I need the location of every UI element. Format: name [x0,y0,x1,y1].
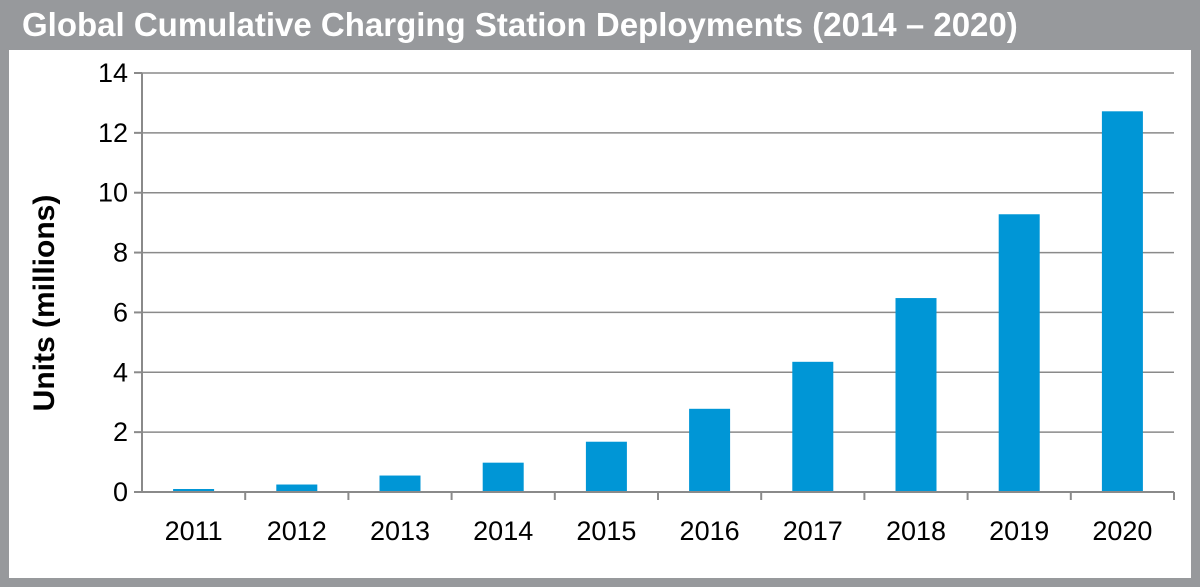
bar-2019 [998,214,1040,492]
chart-title: Global Cumulative Charging Station Deplo… [0,0,1200,50]
bar-2014 [482,462,524,492]
axes [134,72,1175,500]
x-tick-label: 2012 [267,516,327,546]
y-axis-label: Units (millions) [28,195,61,412]
y-tick-label: 14 [98,58,128,88]
y-tick-label: 6 [113,297,128,327]
x-tick-label: 2018 [886,516,946,546]
y-tick-label: 8 [113,238,128,268]
y-tick-label: 12 [98,118,128,148]
x-tick-label: 2011 [165,516,223,546]
x-tick-label: 2020 [1092,516,1152,546]
y-tick-label: 0 [113,477,128,507]
x-tick-label: 2016 [680,516,740,546]
bar-2015 [585,441,627,492]
bars [173,111,1143,493]
bar-2017 [792,361,834,492]
x-tick-label: 2015 [576,516,636,546]
tick-labels: 0 2 4 6 8 10 12 14 2011 2012 2013 2014 2015 2016 2017 2… [98,58,1152,546]
bar-2012 [276,484,318,492]
bar-2020 [1101,111,1143,493]
x-tick-label: 2014 [473,516,533,546]
bar-2013 [379,475,421,492]
x-tick-label: 2013 [370,516,430,546]
bar-2018 [895,298,937,492]
y-tick-label: 2 [113,417,128,447]
bar-2011 [173,489,215,492]
y-tick-label: 4 [113,357,128,387]
y-tick-label: 10 [98,178,128,208]
x-tick-label: 2017 [783,516,843,546]
x-tick-label: 2019 [989,516,1049,546]
bar-2016 [689,408,731,492]
